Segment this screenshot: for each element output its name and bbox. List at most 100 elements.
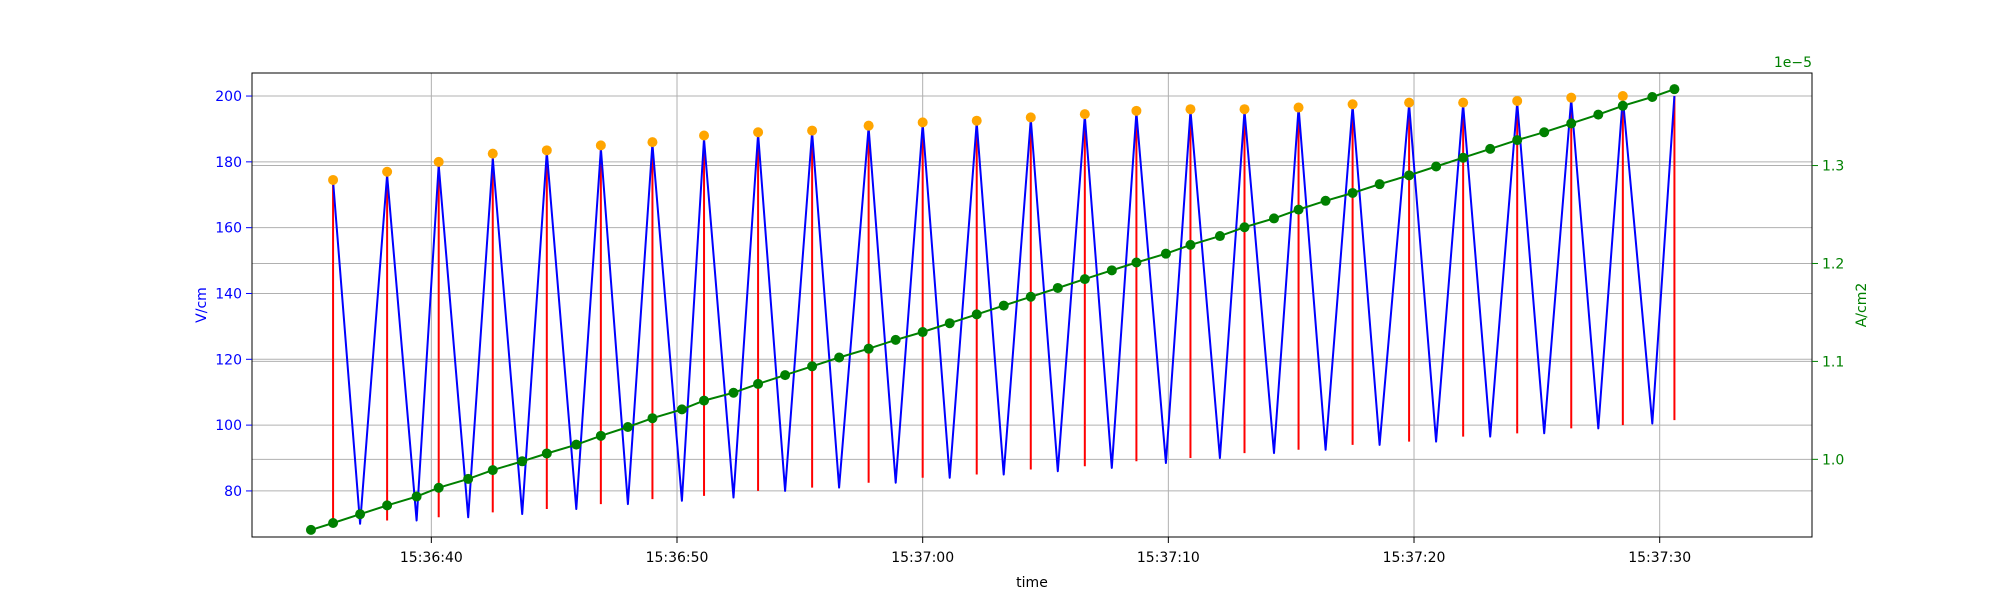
grid-lines (252, 73, 1812, 537)
current-marker (998, 300, 1009, 311)
current-marker (1239, 222, 1250, 233)
current-marker (463, 473, 474, 484)
x-tick-label: 15:37:30 (1628, 550, 1691, 566)
current-marker (699, 395, 710, 406)
left-tick-label: 180 (215, 155, 242, 171)
peak-marker (1293, 102, 1304, 113)
current-marker (1320, 195, 1331, 206)
current-series (305, 84, 1680, 535)
current-marker (1025, 291, 1036, 302)
current-marker (728, 387, 739, 398)
peak-markers (328, 91, 1628, 185)
left-tick-label: 200 (215, 89, 242, 105)
peak-marker (647, 137, 658, 148)
peak-marker (1512, 95, 1523, 106)
current-marker (305, 524, 316, 535)
current-marker (753, 378, 764, 389)
current-marker (1669, 84, 1680, 95)
current-marker (1617, 100, 1628, 111)
current-marker (517, 456, 528, 467)
current-marker (1458, 152, 1469, 163)
x-axis-label: time (1016, 575, 1048, 591)
current-marker (1160, 248, 1171, 259)
left-tick-label: 140 (215, 286, 242, 302)
peak-marker (1025, 112, 1036, 123)
right-axis-ticks: 1.0 1.1 1.2 1.3 (1812, 159, 1844, 468)
right-tick-label: 1.3 (1822, 159, 1844, 175)
left-tick-label: 160 (215, 221, 242, 237)
current-marker (1485, 143, 1496, 154)
current-marker (1374, 179, 1385, 190)
current-marker (780, 370, 791, 381)
current-marker (595, 430, 606, 441)
current-marker (917, 327, 928, 338)
current-marker (1214, 231, 1225, 242)
peak-marker (1347, 99, 1358, 110)
x-axis-ticks: 15:36:40 15:36:50 15:37:00 15:37:10 15:37:20… (400, 537, 1691, 566)
peak-marker (328, 174, 339, 185)
current-marker (1647, 91, 1658, 102)
current-marker (1431, 161, 1442, 172)
right-tick-label: 1.2 (1822, 256, 1844, 272)
x-tick-label: 15:37:20 (1383, 550, 1446, 566)
current-marker (834, 352, 845, 363)
left-axis-label: V/cm (194, 287, 210, 323)
peak-marker (1239, 104, 1250, 115)
current-marker (1404, 170, 1415, 181)
peak-marker (433, 156, 444, 167)
right-tick-label: 1.1 (1822, 354, 1844, 370)
current-marker (411, 491, 422, 502)
peak-marker (1185, 104, 1196, 115)
current-marker (676, 404, 687, 415)
current-marker (1185, 239, 1196, 250)
peak-marker (1617, 91, 1628, 102)
current-marker (1566, 118, 1577, 129)
left-tick-label: 100 (215, 418, 242, 434)
field-line (332, 95, 1676, 525)
peak-marker (917, 117, 928, 128)
right-axis-label: A/cm2 (1854, 283, 1870, 328)
current-marker (807, 361, 818, 372)
peak-marker (1131, 105, 1142, 116)
peak-marker (1404, 97, 1415, 108)
x-tick-label: 15:37:00 (891, 550, 954, 566)
current-marker (433, 482, 444, 493)
current-marker (1593, 109, 1604, 120)
current-marker (647, 413, 658, 424)
right-axis-offset-label: 1e−5 (1774, 55, 1812, 71)
x-tick-label: 15:36:50 (646, 550, 709, 566)
current-marker (382, 500, 393, 511)
peak-marker (863, 120, 874, 131)
current-marker (1106, 265, 1117, 276)
current-marker (1347, 187, 1358, 198)
current-marker (541, 448, 552, 459)
field-series (332, 95, 1676, 525)
current-line (310, 88, 1675, 531)
peak-marker (699, 130, 710, 141)
peak-marker (1458, 97, 1469, 108)
peak-marker (971, 115, 982, 126)
peak-marker (807, 125, 818, 136)
current-marker (1293, 204, 1304, 215)
current-marker (355, 509, 366, 520)
left-tick-label: 80 (224, 484, 242, 500)
current-marker (890, 334, 901, 345)
peak-marker (487, 148, 498, 159)
left-axis-ticks: 80 100 120 140 160 180 200 (215, 89, 252, 500)
current-marker (971, 309, 982, 320)
current-marker (1268, 213, 1279, 224)
left-tick-label: 120 (215, 352, 242, 368)
current-marker (1131, 257, 1142, 268)
current-marker (1079, 274, 1090, 285)
plot-frame (251, 72, 1813, 538)
current-marker (1512, 135, 1523, 146)
current-marker (487, 465, 498, 476)
x-tick-label: 15:37:10 (1137, 550, 1200, 566)
current-marker (944, 318, 955, 329)
peak-marker (595, 140, 606, 151)
current-marker (1539, 127, 1550, 138)
peak-marker (1566, 92, 1577, 103)
right-tick-label: 1.0 (1822, 452, 1844, 468)
x-tick-label: 15:36:40 (400, 550, 463, 566)
